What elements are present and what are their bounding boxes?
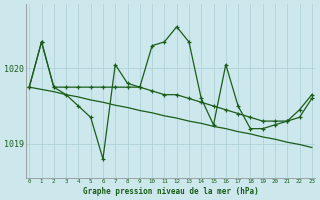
X-axis label: Graphe pression niveau de la mer (hPa): Graphe pression niveau de la mer (hPa): [83, 187, 258, 196]
